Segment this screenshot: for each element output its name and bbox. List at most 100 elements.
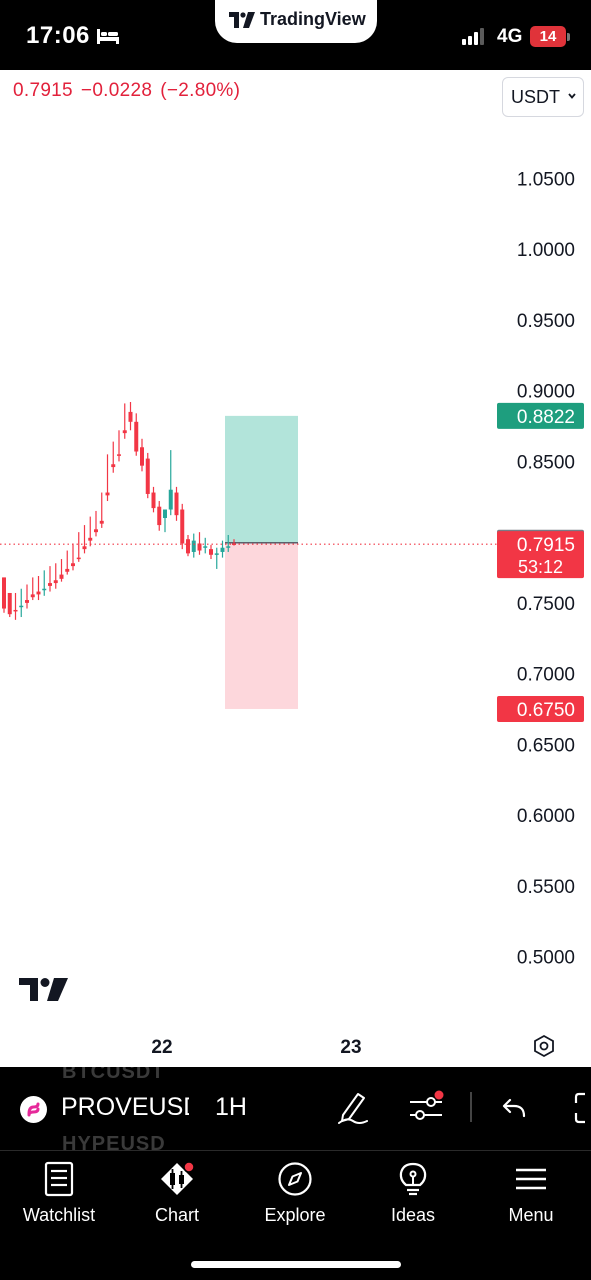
price-axis-label: 0.5500 (517, 877, 575, 898)
currency-label: USDT (511, 87, 560, 107)
candle-body (59, 574, 64, 579)
candle-body (214, 553, 219, 555)
nav-chart[interactable]: Chart (118, 1151, 236, 1241)
bottom-navigation: Watchlist Chart Explore Ideas (0, 1150, 591, 1280)
menu-icon (516, 1168, 546, 1190)
cellular-signal-icon (462, 28, 484, 45)
last-price-tag-label: 0.7915 (517, 535, 575, 556)
interval-selector[interactable]: 1H (215, 1093, 247, 1121)
price-axis-label: 0.5000 (517, 948, 575, 969)
time-axis-label: 22 (151, 1037, 172, 1058)
price-axis-label: 0.9000 (517, 382, 575, 403)
candle-body (99, 520, 104, 524)
candle-body (134, 421, 139, 452)
undo-icon[interactable] (500, 1094, 528, 1122)
price-axis-label: 1.0000 (517, 240, 575, 261)
candle-body (186, 539, 190, 554)
candle-body (53, 580, 58, 584)
nav-label-watchlist: Watchlist (22, 1205, 96, 1225)
candle-body (105, 492, 110, 496)
chart-toolbar: BTCUSDT HYPEUSD PROVEUSDT 1H (0, 1067, 591, 1150)
candle-body (140, 447, 144, 466)
chevron-down-icon (568, 93, 576, 99)
chart-icon (161, 1161, 195, 1195)
status-time: 17:06 (26, 22, 90, 49)
candle-body (128, 411, 133, 422)
candle-body (76, 557, 81, 560)
battery-indicator: 14 (530, 26, 566, 47)
candle-body (203, 546, 208, 548)
candle-body (226, 546, 231, 548)
status-bar: 17:06 TradingView 4G 14 (0, 0, 591, 70)
network-type: 4G (497, 26, 523, 47)
candle-body (42, 588, 47, 591)
candle-body (209, 549, 213, 555)
battery-cap (567, 33, 570, 41)
candle-body (82, 546, 87, 550)
quote-header: 0.7915 −0.0228 (−2.80%) (13, 80, 248, 102)
price-change-percent: (−2.80%) (160, 80, 241, 101)
candle-body (197, 543, 202, 551)
currency-selector[interactable]: USDT (502, 77, 584, 117)
candle-body (48, 583, 52, 586)
price-axis-label: 0.7500 (517, 594, 575, 615)
drawing-tools-icon[interactable] (335, 1089, 369, 1125)
candle-body (65, 568, 70, 572)
candle-body (13, 609, 18, 612)
candle-body (122, 430, 127, 434)
candle-body (180, 509, 185, 544)
app-indicator-label: TradingView (260, 9, 366, 29)
battery-level: 14 (539, 28, 557, 45)
symbol-logo-icon[interactable] (20, 1096, 47, 1123)
chart-area[interactable]: 1.0500 1.0000 0.9500 0.9000 0.8500 0.7500 0.70… (0, 70, 591, 1067)
toolbar-divider (470, 1092, 472, 1122)
candle-body (145, 458, 150, 494)
candle-body (19, 605, 24, 608)
candle-body (94, 529, 98, 533)
nav-label-explore: Explore (264, 1205, 326, 1225)
stop-loss-zone (225, 542, 298, 709)
candle-body (191, 540, 196, 552)
price-axis-label: 1.0500 (517, 170, 575, 191)
price-axis-label: 0.7000 (517, 665, 575, 686)
tradingview-logo-icon (229, 12, 255, 28)
fullscreen-icon[interactable] (572, 1091, 591, 1125)
nav-watchlist[interactable]: Watchlist (0, 1151, 118, 1241)
price-chart[interactable]: 1.0500 1.0000 0.9500 0.9000 0.8500 0.7500 0.70… (0, 70, 591, 1067)
ghost-symbol-previous: BTCUSDT (62, 1067, 165, 1083)
compass-icon (278, 1162, 312, 1196)
sleep-focus-icon (97, 29, 119, 44)
take-profit-zone (225, 415, 298, 543)
indicators-icon[interactable] (407, 1089, 445, 1125)
nav-menu[interactable]: Menu (472, 1151, 590, 1241)
last-price-tag (497, 531, 584, 579)
app-indicator-pill[interactable]: TradingView (215, 0, 377, 43)
price-axis-label: 0.6000 (517, 806, 575, 827)
candle-body (36, 591, 41, 595)
candle-body (174, 492, 179, 516)
candle-body (157, 506, 162, 526)
candle-body (168, 489, 173, 510)
candle-body (2, 577, 6, 609)
watchlist-icon (44, 1161, 74, 1197)
price-axis-label: 0.6500 (517, 735, 575, 756)
stop-loss-price-tag (497, 695, 584, 722)
candle-body (25, 600, 29, 603)
nav-ideas[interactable]: Ideas (354, 1151, 472, 1241)
candle-body (151, 492, 156, 509)
candle-body (220, 547, 225, 552)
home-indicator[interactable] (191, 1261, 401, 1268)
price-axis-label: 0.8500 (517, 452, 575, 473)
tradingview-watermark-icon[interactable] (19, 976, 69, 1002)
candle-body (117, 454, 121, 456)
price-axis-label: 0.9500 (517, 311, 575, 332)
stop-loss-price-tag-label: 0.6750 (517, 700, 575, 721)
candle-body (111, 464, 116, 468)
candle-body (71, 563, 75, 567)
time-axis-label: 23 (340, 1037, 361, 1058)
symbol-selector[interactable]: PROVEUSDT (61, 1093, 189, 1121)
ghost-symbol-next: HYPEUSD (62, 1133, 166, 1150)
chart-settings-icon[interactable] (532, 1034, 556, 1058)
last-price: 0.7915 (13, 80, 73, 101)
nav-explore[interactable]: Explore (236, 1151, 354, 1241)
